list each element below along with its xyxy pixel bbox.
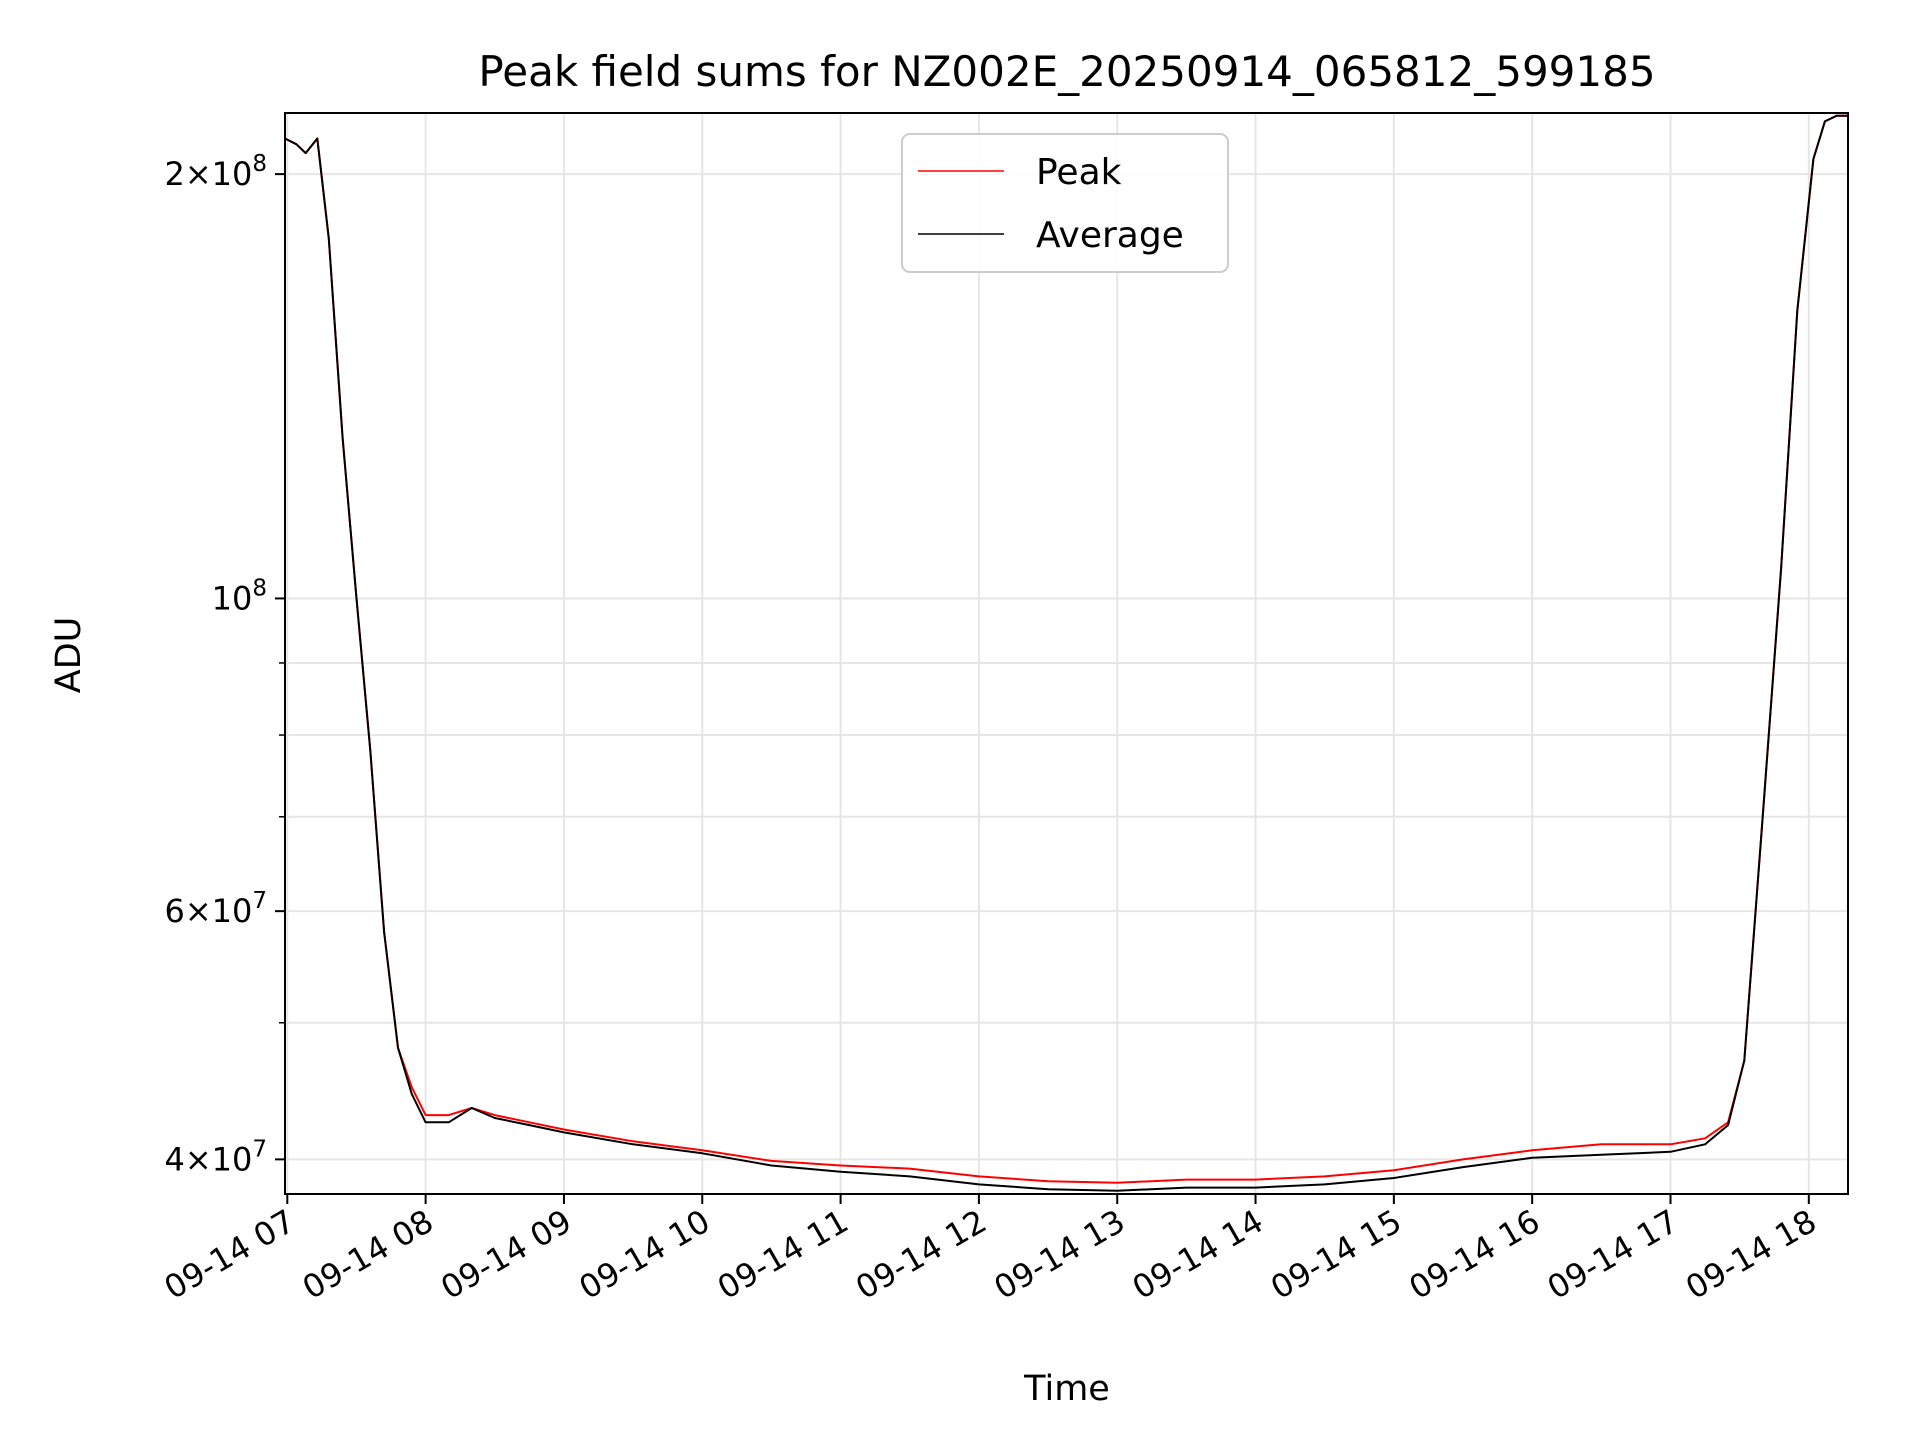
plot-frame bbox=[284, 112, 1849, 1195]
x-axis-label: Time bbox=[1023, 1369, 1110, 1409]
legend-box bbox=[901, 133, 1229, 273]
grid bbox=[285, 113, 1848, 1194]
series-line-average bbox=[284, 114, 1848, 1192]
y-tick-label: 108 bbox=[212, 575, 267, 617]
y-tick-label: 4×107 bbox=[164, 1136, 267, 1178]
y-tick-label: 2×108 bbox=[164, 151, 267, 193]
y-tick-label: 6×107 bbox=[164, 888, 267, 930]
chart-title: Peak field sums for NZ002E_20250914_0658… bbox=[478, 47, 1655, 96]
legend: Peak Average bbox=[901, 133, 1229, 273]
plot-series bbox=[284, 114, 1848, 1192]
legend-label-peak: Peak bbox=[1036, 152, 1122, 193]
legend-label-average: Average bbox=[1036, 215, 1184, 256]
y-axis-label: ADU bbox=[49, 617, 89, 694]
